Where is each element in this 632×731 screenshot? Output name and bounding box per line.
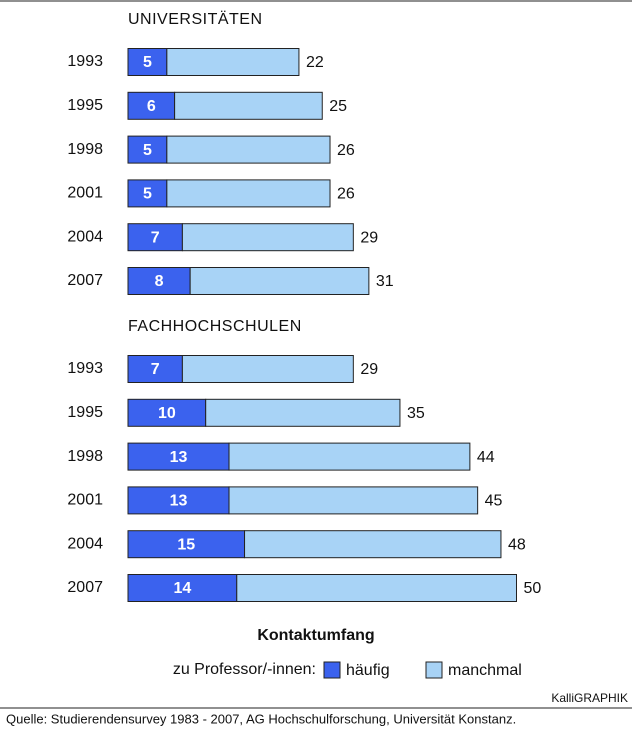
total-label: 48: [508, 536, 526, 553]
legend-entry: manchmal: [448, 662, 522, 679]
bar-segment: [228, 442, 471, 471]
y-tick-label: 1995: [67, 404, 103, 421]
bar-segment: [127, 179, 168, 208]
bar-segment: [127, 530, 246, 559]
bar-value-label: 5: [143, 54, 152, 71]
y-tick-label: 2001: [67, 185, 103, 202]
legend-swatch: [425, 661, 443, 679]
legend-title: Kontaktumfang: [257, 627, 374, 644]
bar-segment: [127, 398, 207, 427]
y-tick-label: 1998: [67, 448, 103, 465]
bar-value-label: 5: [143, 186, 152, 203]
bar-segment: [127, 267, 191, 295]
total-label: 25: [329, 98, 347, 115]
legend-label: zu Professor/-innen:: [173, 661, 316, 678]
bar-value-label: 13: [170, 449, 188, 466]
legend-swatch: [323, 661, 341, 679]
y-tick-label: 2007: [67, 272, 103, 289]
y-tick-label: 1995: [67, 97, 103, 114]
total-label: 29: [360, 229, 378, 246]
total-label: 29: [360, 361, 378, 378]
bar-segment: [205, 398, 401, 427]
y-tick-label: 2004: [67, 535, 103, 552]
bar-segment: [127, 486, 230, 515]
total-label: 44: [477, 449, 495, 466]
bar-segment: [127, 355, 183, 383]
y-tick-label: 1993: [67, 360, 103, 377]
total-label: 45: [485, 493, 503, 510]
total-label: 26: [337, 186, 355, 203]
bar-value-label: 7: [151, 229, 160, 246]
bar-segment: [127, 442, 230, 471]
group-title: FACHHOCHSCHULEN: [128, 318, 302, 335]
total-label: 35: [407, 405, 425, 422]
y-tick-label: 1998: [67, 141, 103, 158]
bar-segment: [166, 179, 331, 208]
bar-segment: [166, 48, 300, 76]
bar-segment: [181, 223, 354, 252]
total-label: 50: [524, 580, 542, 597]
bar-segment: [174, 91, 323, 120]
bar-value-label: 13: [170, 493, 188, 510]
total-label: 26: [337, 142, 355, 159]
bar-segment: [244, 530, 502, 559]
bar-segment: [189, 267, 370, 295]
credit: KalliGRAPHIK: [551, 691, 628, 705]
y-tick-label: 2007: [67, 579, 103, 596]
bar-segment: [228, 486, 479, 515]
y-tick-label: 1993: [67, 53, 103, 70]
bar-value-label: 8: [155, 273, 164, 290]
bar-value-label: 6: [147, 98, 156, 115]
total-label: 22: [306, 54, 324, 71]
y-tick-label: 2001: [67, 492, 103, 509]
bar-value-label: 10: [158, 405, 176, 422]
y-tick-label: 2004: [67, 228, 103, 245]
bar-value-label: 5: [143, 142, 152, 159]
bar-segment: [236, 574, 517, 602]
bar-value-label: 14: [173, 580, 191, 597]
source: Quelle: Studierendensurvey 1983 - 2007, …: [6, 711, 516, 726]
bar-value-label: 7: [151, 361, 160, 378]
legend-entry: häufig: [346, 662, 390, 679]
bar-segment: [127, 135, 168, 164]
bar-segment: [166, 135, 331, 164]
bar-value-label: 15: [177, 536, 195, 553]
total-label: 31: [376, 273, 394, 290]
group-title: UNIVERSITÄTEN: [128, 10, 263, 28]
bar-segment: [181, 355, 354, 383]
bar-segment: [127, 574, 238, 602]
